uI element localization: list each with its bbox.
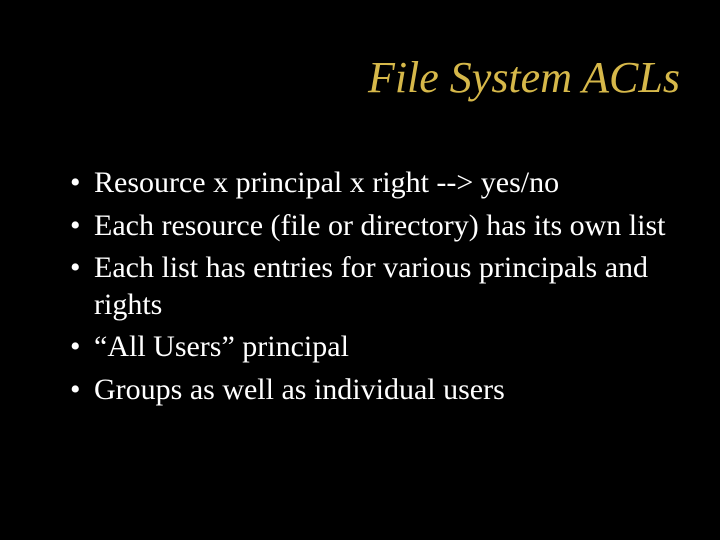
list-item: Each resource (file or directory) has it… [70,208,670,245]
list-item: Resource x principal x right --> yes/no [70,165,670,202]
list-item: “All Users” principal [70,329,670,366]
list-item: Each list has entries for various princi… [70,250,670,323]
bullet-list: Resource x principal x right --> yes/no … [70,165,670,415]
slide-title: File System ACLs [40,52,680,103]
slide: File System ACLs Resource x principal x … [0,0,720,540]
list-item: Groups as well as individual users [70,372,670,409]
